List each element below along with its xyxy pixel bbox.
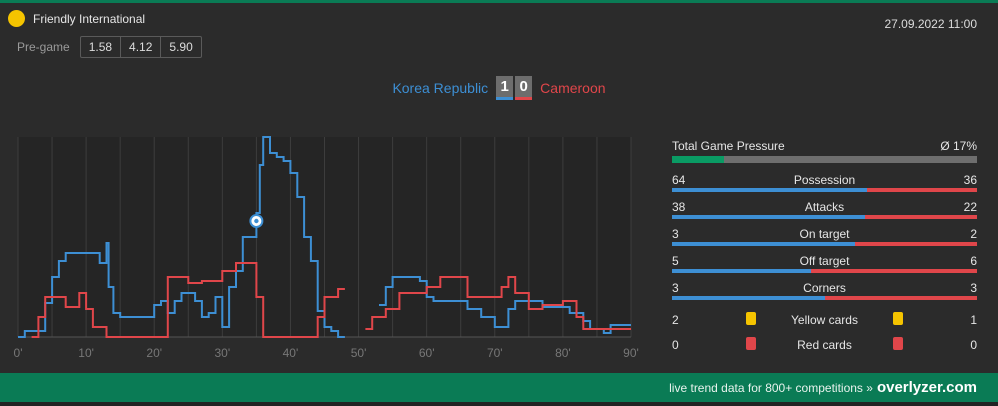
yellow-card-icon bbox=[893, 312, 903, 325]
footer-brand-link[interactable]: overlyzer.com bbox=[876, 379, 977, 396]
home-score: 1 bbox=[496, 76, 514, 100]
competition-name: Friendly International bbox=[33, 11, 146, 26]
odd-away[interactable]: 5.90 bbox=[160, 37, 200, 57]
chart-x-tick-label: 70' bbox=[487, 346, 503, 360]
pregame-label: Pre-game bbox=[17, 40, 70, 54]
stat-away-value: 2 bbox=[970, 227, 977, 241]
stat-bar bbox=[672, 269, 977, 273]
stat-home-value: 38 bbox=[672, 200, 686, 214]
stat-row-on-target: 3 On target 2 bbox=[672, 225, 977, 252]
card-row-red: 0 Red cards 0 bbox=[672, 333, 977, 358]
stat-row-possession: 64 Possession 36 bbox=[672, 171, 977, 198]
stat-bar-home bbox=[672, 188, 868, 192]
stat-name: On target bbox=[799, 227, 850, 241]
stat-bar bbox=[672, 188, 977, 192]
pressure-header: Total Game Pressure Ø 17% bbox=[672, 139, 977, 153]
stat-bar-home bbox=[672, 215, 866, 219]
chart-x-tick-label: 10' bbox=[78, 346, 94, 360]
stat-rows: 64 Possession 36 38 Attacks 22 3 On target 2 5 Off… bbox=[672, 171, 977, 306]
stat-away-value: 22 bbox=[963, 200, 977, 214]
chart-x-tick-label: 40' bbox=[283, 346, 299, 360]
chart-x-tick-label: 90' bbox=[623, 346, 639, 360]
chart-x-tick-label: 50' bbox=[351, 346, 367, 360]
scoreboard: Korea Republic 1 0 Cameroon bbox=[0, 76, 998, 100]
away-team-name[interactable]: Cameroon bbox=[540, 80, 606, 96]
stat-bar bbox=[672, 296, 977, 300]
pressure-fill bbox=[672, 156, 724, 163]
stat-name: Off target bbox=[799, 254, 850, 268]
stats-panel: Total Game Pressure Ø 17% 64 Possession 36… bbox=[672, 139, 977, 358]
stat-row-attacks: 38 Attacks 22 bbox=[672, 198, 977, 225]
stat-bar-home bbox=[672, 296, 825, 300]
card-away-value: 1 bbox=[970, 313, 977, 327]
chart-x-tick-label: 80' bbox=[555, 346, 571, 360]
pregame-odds: Pre-game 1.58 4.12 5.90 bbox=[17, 36, 202, 58]
trend-line-away bbox=[31, 262, 345, 338]
pressure-value: Ø 17% bbox=[940, 139, 977, 153]
card-rows: 2 Yellow cards 1 0 Red cards 0 bbox=[672, 308, 977, 358]
top-accent-bar bbox=[0, 0, 998, 3]
footer-text: live trend data for 800+ competitions » bbox=[669, 380, 873, 395]
bottom-bar bbox=[0, 402, 998, 406]
odd-draw[interactable]: 4.12 bbox=[120, 37, 160, 57]
stat-bar-home bbox=[672, 269, 811, 273]
odds-group: 1.58 4.12 5.90 bbox=[79, 36, 202, 58]
card-home-value: 2 bbox=[672, 313, 679, 327]
card-name: Yellow cards bbox=[791, 313, 858, 327]
stat-home-value: 3 bbox=[672, 227, 679, 241]
chart-x-tick-label: 0' bbox=[14, 346, 23, 360]
red-card-icon bbox=[746, 337, 756, 350]
card-away-value: 0 bbox=[970, 338, 977, 352]
chart-x-tick-label: 30' bbox=[215, 346, 231, 360]
stat-name: Possession bbox=[793, 173, 856, 187]
pressure-bar bbox=[672, 156, 977, 163]
stat-name: Attacks bbox=[804, 200, 845, 214]
trend-chart: 0' 10' 20' 30' 40' 50' 60' 70' 80' 90' bbox=[14, 136, 639, 360]
yellow-card-icon bbox=[746, 312, 756, 325]
stat-bar bbox=[672, 242, 977, 246]
stat-name: Corners bbox=[803, 281, 846, 295]
footer: live trend data for 800+ competitions » … bbox=[0, 373, 998, 402]
match-datetime: 27.09.2022 11:00 bbox=[884, 17, 977, 31]
stat-away-value: 3 bbox=[970, 281, 977, 295]
stat-home-value: 3 bbox=[672, 281, 679, 295]
card-name: Red cards bbox=[797, 338, 852, 352]
stat-row-off-target: 5 Off target 6 bbox=[672, 252, 977, 279]
competition-icon bbox=[8, 10, 25, 27]
chart-x-tick-label: 20' bbox=[146, 346, 162, 360]
odd-home[interactable]: 1.58 bbox=[88, 40, 113, 54]
trend-line-away-second-half bbox=[365, 276, 631, 330]
stat-home-value: 5 bbox=[672, 254, 679, 268]
goal-ball-center bbox=[254, 218, 259, 224]
stat-row-corners: 3 Corners 3 bbox=[672, 279, 977, 306]
card-home-value: 0 bbox=[672, 338, 679, 352]
stat-bar bbox=[672, 215, 977, 219]
red-card-icon bbox=[893, 337, 903, 350]
away-score: 0 bbox=[515, 76, 533, 100]
chart-x-tick-label: 60' bbox=[419, 346, 435, 360]
competition-header: Friendly International bbox=[8, 10, 145, 27]
stat-away-value: 36 bbox=[963, 173, 977, 187]
stat-home-value: 64 bbox=[672, 173, 686, 187]
trend-line-home-second-half bbox=[379, 276, 631, 334]
stat-away-value: 6 bbox=[970, 254, 977, 268]
trend-line-home bbox=[18, 136, 345, 338]
home-team-name[interactable]: Korea Republic bbox=[392, 80, 489, 96]
stat-bar-home bbox=[672, 242, 855, 246]
card-row-yellow: 2 Yellow cards 1 bbox=[672, 308, 977, 333]
pressure-label: Total Game Pressure bbox=[672, 139, 785, 153]
